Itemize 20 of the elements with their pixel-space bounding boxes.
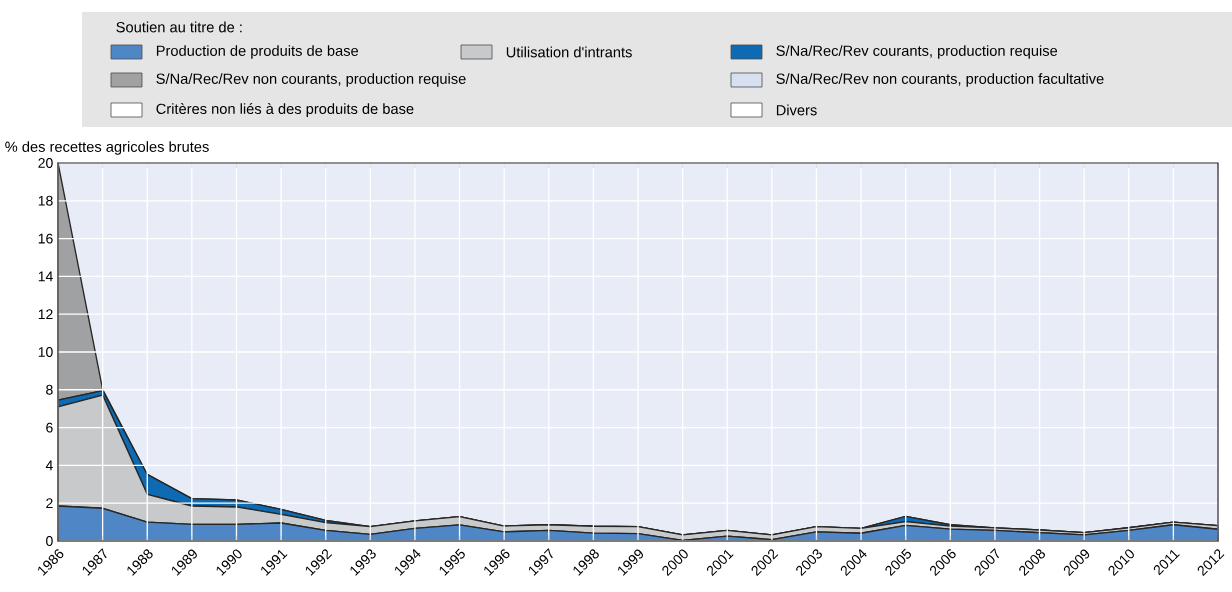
y-tick-label: 20 — [38, 158, 53, 168]
y-tick-label: 4 — [45, 460, 53, 471]
legend-title: Soutien au titre de : — [116, 21, 242, 33]
y-tick-label: 10 — [38, 347, 53, 357]
y-tick-label: 16 — [38, 233, 53, 244]
legend-label: S/Na/Rec/Rev courants, production requise — [776, 45, 1058, 59]
y-tick-label: 6 — [46, 422, 53, 433]
y-tick-label: 8 — [46, 384, 53, 395]
y-tick-label: 12 — [38, 309, 53, 320]
legend-label: S/Na/Rec/Rev non courants, production facultative — [776, 73, 1104, 87]
y-tick-label: 0 — [46, 536, 53, 546]
legend-label: Critères non liés à des produits de base — [156, 103, 414, 117]
legend-label: Divers — [776, 104, 817, 116]
legend-label: Production de produits de base — [156, 45, 359, 59]
y-tick-label: 18 — [38, 195, 53, 206]
legend-label: Utilisation d'intrants — [506, 46, 632, 58]
y-tick-label: 2 — [46, 498, 53, 509]
y-tick-label: 14 — [38, 271, 53, 282]
y-axis-title: % des recettes agricoles brutes — [5, 141, 209, 155]
legend-label: S/Na/Rec/Rev non courants, production requise — [156, 73, 466, 87]
